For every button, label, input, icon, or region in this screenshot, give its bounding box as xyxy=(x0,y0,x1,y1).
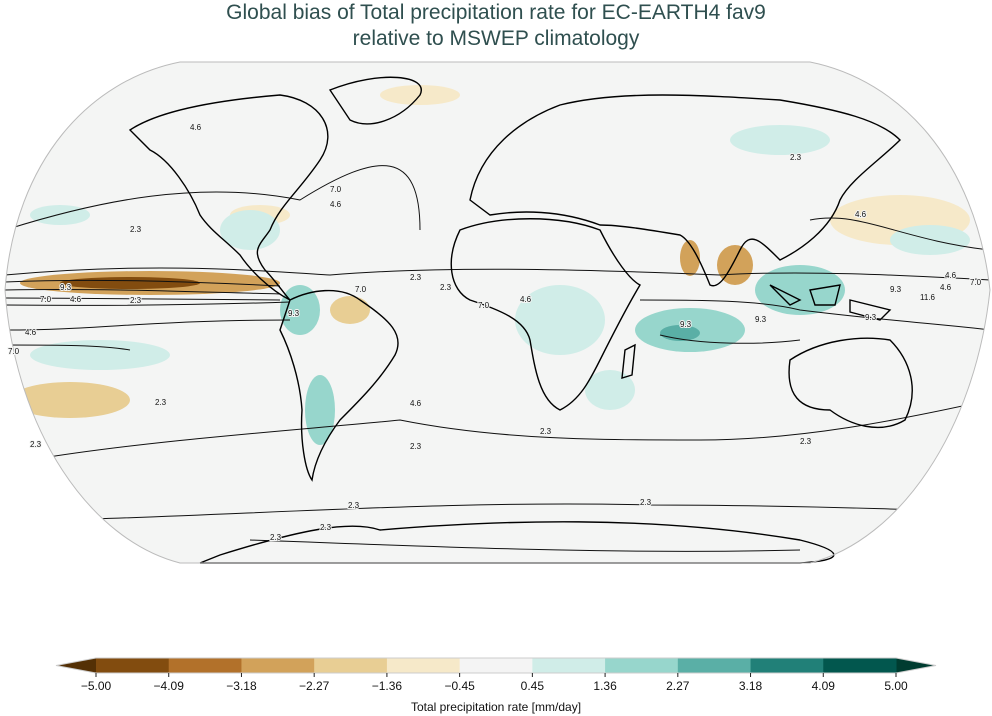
madagascar xyxy=(621,343,636,379)
contour-label: 4.6 xyxy=(25,328,37,337)
contour-label: 2.3 xyxy=(320,523,332,532)
colorbar-label: Total precipitation rate [mm/day] xyxy=(410,700,582,714)
colorbar-tick-label: −0.45 xyxy=(444,679,475,693)
contour-label: 2.3 xyxy=(790,153,802,162)
colorbar-bin xyxy=(96,658,170,673)
colorbar-tick-label: 5.00 xyxy=(884,679,908,693)
contour-label: 9.3 xyxy=(60,283,72,292)
bias-map: 4.6 2.3 7.0 4.6 2.3 9.3 7.0 4.6 2.3 4.6 7.0 9.3 7.0 2… xyxy=(4,61,991,564)
australia xyxy=(788,337,913,428)
contour-label: 4.6 xyxy=(945,271,957,280)
bias-patch-dry xyxy=(60,277,200,289)
maritime-continent xyxy=(769,284,892,321)
bias-patch-dry xyxy=(680,240,700,276)
contour-label: 9.3 xyxy=(865,313,877,322)
bias-patch-wet xyxy=(755,265,845,315)
figure-title: Global bias of Total precipitation rate … xyxy=(0,0,992,52)
colorbar-tick-label: 3.18 xyxy=(739,679,763,693)
greenland xyxy=(328,76,422,125)
contour-lines xyxy=(5,165,990,552)
contour-label: 9.3 xyxy=(680,320,692,329)
contour-label: 9.3 xyxy=(288,309,300,318)
contour-label: 2.3 xyxy=(410,442,422,451)
contour-label: 4.6 xyxy=(940,283,952,292)
coastlines xyxy=(128,76,913,564)
bias-patch-wet xyxy=(280,285,320,335)
bias-patch-wet xyxy=(585,370,635,410)
contour-label: 4.6 xyxy=(70,295,82,304)
title-line-2: relative to MSWEP climatology xyxy=(352,27,640,50)
contour-label: 2.3 xyxy=(348,501,360,510)
colorbar-bin xyxy=(532,658,606,673)
colorbar-bin xyxy=(677,658,752,673)
colorbar-bin xyxy=(168,658,242,673)
map-background xyxy=(5,62,990,563)
contour-label: 4.6 xyxy=(520,295,532,304)
colorbar-tick-label: 1.36 xyxy=(593,679,617,693)
bias-field xyxy=(5,85,990,552)
contour-label: 7.0 xyxy=(8,347,20,356)
colorbar-bin xyxy=(241,658,315,673)
contour-label: 2.3 xyxy=(130,225,142,234)
colorbar-tick-label: −5.00 xyxy=(81,679,112,693)
contour-label: 7.0 xyxy=(330,185,342,194)
bias-patch-wet xyxy=(30,340,170,370)
colorbar-bin xyxy=(605,658,679,673)
bias-patch-dry xyxy=(330,296,370,324)
bias-patch-wet xyxy=(890,225,970,255)
colorbar-tick-label: −4.09 xyxy=(154,679,185,693)
contour-label: 2.3 xyxy=(155,398,167,407)
colorbar-bin xyxy=(314,658,388,673)
contour-label: 2.3 xyxy=(540,427,552,436)
bias-patch-wet xyxy=(30,205,90,225)
colorbar-bin xyxy=(386,658,461,673)
contour-label: 4.6 xyxy=(410,399,422,408)
contour-label: 7.0 xyxy=(478,301,490,310)
bias-patch-wet xyxy=(515,285,605,355)
north-america xyxy=(128,94,329,301)
bias-patch-wet xyxy=(730,125,830,155)
colorbar-bin xyxy=(750,658,824,673)
africa xyxy=(450,218,641,411)
contour-label: 9.3 xyxy=(755,315,767,324)
contour-label: 2.3 xyxy=(270,533,282,542)
colorbar-extend-low xyxy=(56,658,96,673)
title-line-1: Global bias of Total precipitation rate … xyxy=(226,1,766,24)
contour-label: 2.3 xyxy=(130,296,142,305)
contour-label: 4.6 xyxy=(855,210,867,219)
contour-label: 2.3 xyxy=(30,440,42,449)
contour-label: 9.3 xyxy=(890,285,902,294)
contour-label: 7.0 xyxy=(970,278,982,287)
colorbar-tick-label: 4.09 xyxy=(812,679,836,693)
contour-label: 11.6 xyxy=(920,293,936,302)
south-america xyxy=(279,289,399,482)
colorbar-tick-label: 0.45 xyxy=(521,679,545,693)
contour-labels: 4.6 2.3 7.0 4.6 2.3 9.3 7.0 4.6 2.3 4.6 7.0 9.3 7.0 2… xyxy=(7,122,983,543)
colorbar-tick-label: 2.27 xyxy=(666,679,690,693)
bias-patch-wet xyxy=(305,375,335,445)
colorbar-extend-high xyxy=(896,658,936,673)
contour-label: 4.6 xyxy=(190,123,202,132)
colorbar-bin xyxy=(823,658,897,673)
contour-label: 2.3 xyxy=(800,437,812,446)
bias-patch-wet xyxy=(220,210,280,250)
contour-label: 2.3 xyxy=(440,283,452,292)
contour-label: 2.3 xyxy=(410,273,422,282)
colorbar-tick-label: −3.18 xyxy=(226,679,257,693)
contour-label: 2.3 xyxy=(640,498,652,507)
bias-patch-dry xyxy=(717,245,753,285)
map-border xyxy=(4,61,991,564)
colorbar: −5.00 −4.09 −3.18 −2.27 −1.36 −0.45 0.45 1.36 2.… xyxy=(55,657,937,693)
contour-label: 7.0 xyxy=(40,295,52,304)
colorbar-tick-label: −2.27 xyxy=(299,679,330,693)
contour-label: 4.6 xyxy=(330,200,342,209)
colorbar-bin xyxy=(459,658,533,673)
bias-patch-dry xyxy=(10,382,130,418)
eurasia xyxy=(469,94,901,287)
antarctica xyxy=(199,521,835,564)
contour-label: 7.0 xyxy=(355,285,367,294)
colorbar-tick-label: −1.36 xyxy=(372,679,403,693)
